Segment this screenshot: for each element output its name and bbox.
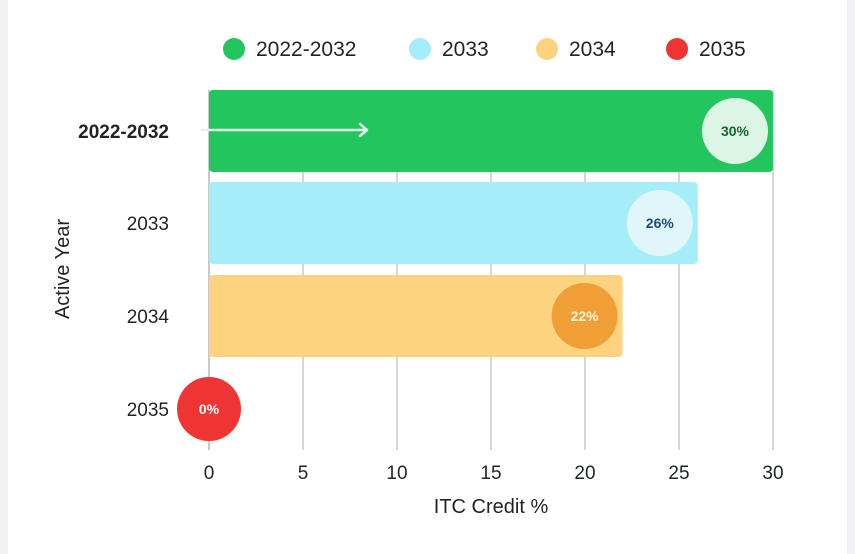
legend-label-2035: 2035 bbox=[699, 38, 746, 61]
value-label-2033: 26% bbox=[646, 215, 675, 231]
bars: 30% 26% 22% 0% bbox=[177, 90, 773, 441]
chart-card: 30% 26% 22% 0% 2022-2032 2033 2034 2035 0 5 10 15… bbox=[8, 0, 847, 554]
legend-label-2022-2032: 2022-2032 bbox=[256, 38, 356, 61]
x-tick-label-15: 15 bbox=[480, 463, 501, 484]
legend-marker-2022-2032 bbox=[223, 38, 245, 60]
y-tick-label-2035: 2035 bbox=[127, 400, 169, 421]
legend: 2022-2032 2033 2034 2035 bbox=[223, 38, 746, 61]
legend-marker-2033 bbox=[409, 38, 431, 60]
x-axis-title: ITC Credit % bbox=[434, 496, 549, 518]
bar-2033 bbox=[209, 182, 698, 264]
legend-marker-2034 bbox=[536, 38, 558, 60]
x-tick-label-10: 10 bbox=[386, 463, 407, 484]
value-label-2022-2032: 30% bbox=[721, 123, 750, 139]
y-tick-label-2034: 2034 bbox=[127, 307, 170, 328]
legend-label-2034: 2034 bbox=[569, 38, 616, 61]
highlight-arrow-head bbox=[358, 122, 369, 138]
itc-credit-bar-chart: 30% 26% 22% 0% 2022-2032 2033 2034 2035 0 5 10 15… bbox=[52, 38, 784, 518]
bar-2034 bbox=[209, 275, 623, 357]
x-tick-label-30: 30 bbox=[762, 463, 783, 484]
legend-marker-2035 bbox=[666, 38, 688, 60]
bar-2022-2032 bbox=[209, 90, 773, 172]
y-tick-label-2033: 2033 bbox=[127, 214, 169, 235]
value-badge-2035 bbox=[177, 377, 241, 441]
legend-label-2033: 2033 bbox=[442, 38, 489, 61]
axis-ticks: 0 5 10 15 20 25 30 2022-2032 2033 2034 2035 bbox=[78, 122, 783, 484]
value-label-2034: 22% bbox=[571, 308, 600, 324]
x-tick-label-20: 20 bbox=[574, 463, 595, 484]
x-tick-label-25: 25 bbox=[668, 463, 689, 484]
value-label-2035: 0% bbox=[199, 401, 220, 417]
y-axis-title: Active Year bbox=[52, 219, 74, 319]
x-tick-label-0: 0 bbox=[204, 463, 215, 484]
y-tick-label-2022-2032: 2022-2032 bbox=[78, 122, 169, 143]
value-badge-2033 bbox=[626, 190, 693, 256]
x-tick-label-5: 5 bbox=[298, 463, 309, 484]
value-badge-2022-2032 bbox=[702, 98, 768, 164]
value-badge-2034 bbox=[551, 283, 618, 349]
